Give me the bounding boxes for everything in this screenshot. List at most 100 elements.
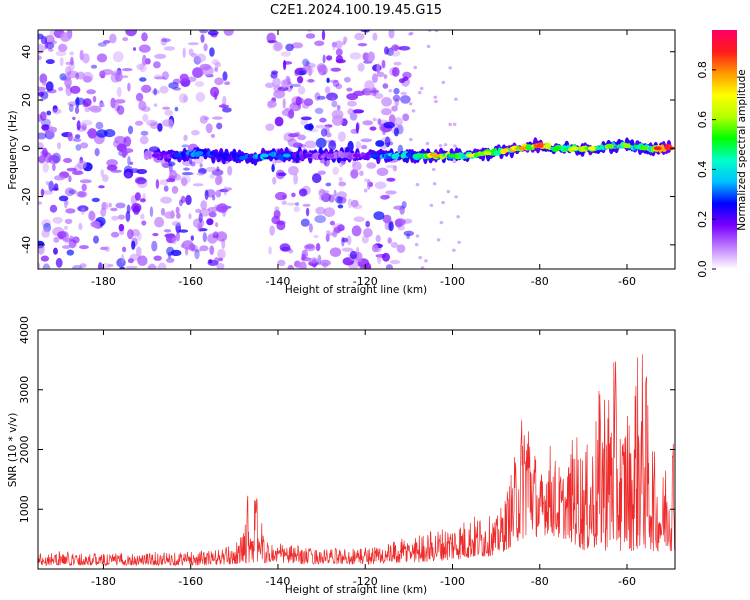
spectrogram-noise-blob — [214, 77, 224, 86]
spectrogram-noise-blob — [293, 173, 298, 185]
spectrogram-noise-blob — [372, 73, 378, 83]
spectrogram-noise-blob — [296, 262, 302, 269]
spectrogram-noise-blob — [354, 32, 365, 41]
spectrogram-noise-blob — [65, 208, 76, 214]
snr-x-label: Height of straight line (km) — [285, 584, 427, 596]
y-tick-label: 20 — [20, 93, 33, 107]
spectrogram-noise-blob — [331, 100, 338, 108]
spectrogram-noise-blob — [391, 105, 398, 112]
spectrogram-noise-blob — [79, 263, 87, 268]
snr-background — [38, 330, 675, 569]
spectrogram-noise-blob — [329, 247, 342, 257]
spectrogram-noise-blob — [319, 259, 331, 267]
spectrogram-noise-blob — [394, 98, 400, 107]
signal-point — [448, 153, 457, 158]
spectrogram-noise-blob — [424, 259, 428, 263]
spectrogram-noise-blob — [55, 257, 63, 268]
spectrogram-noise-blob — [183, 167, 190, 171]
spectrogram-noise-blob — [68, 175, 72, 183]
colorbar-gradient — [712, 30, 737, 269]
colorbar-tick-label: 0.8 — [696, 61, 709, 79]
spectrogram-noise-blob — [284, 107, 291, 112]
spectrogram-noise-blob — [139, 77, 147, 82]
spectrogram-noise-blob — [42, 81, 47, 86]
spectrogram-noise-blob — [142, 54, 147, 66]
spectrogram-noise-blob — [382, 83, 389, 89]
spectrogram-noise-blob — [38, 155, 46, 164]
spectrogram-noise-blob — [436, 238, 441, 242]
spectrogram-noise-blob — [216, 231, 228, 242]
spectrogram-noise-blob — [194, 81, 205, 87]
spectrogram-noise-blob — [129, 161, 134, 165]
spectrogram-noise-blob — [393, 205, 405, 210]
spectrogram-noise-blob — [76, 120, 81, 131]
spectrogram-noise-blob — [215, 189, 222, 198]
signal-point — [535, 143, 544, 148]
spectrogram-noise-blob — [402, 71, 412, 79]
spectrogram-noise-blob — [363, 188, 368, 193]
spectrogram-noise-blob — [386, 177, 396, 182]
spectrogram-noise-blob — [281, 200, 287, 205]
spectrogram-noise-blob — [81, 123, 87, 131]
spectrogram-noise-blob — [323, 207, 336, 218]
spectrogram-noise-blob — [125, 30, 137, 37]
spectrogram-noise-blob — [205, 123, 213, 134]
spectrogram-noise-blob — [273, 42, 283, 51]
spectrogram-noise-blob — [335, 83, 343, 90]
spectrogram-noise-blob — [402, 113, 410, 122]
spectrogram-noise-blob — [161, 38, 171, 43]
spectrogram-noise-blob — [196, 172, 204, 176]
spectrogram-noise-blob — [44, 34, 55, 45]
spectrogram-noise-blob — [178, 93, 188, 104]
spectrogram-noise-blob — [38, 142, 44, 151]
spectrogram-noise-blob — [300, 119, 309, 126]
spectrogram-noise-blob — [117, 214, 125, 220]
spectrogram-noise-blob — [365, 220, 371, 228]
spectrogram-noise-blob — [153, 61, 161, 69]
spectrogram-noise-blob — [57, 43, 68, 53]
spectrogram-noise-blob — [315, 243, 321, 252]
spectrogram-noise-blob — [438, 144, 443, 148]
spectrogram-noise-blob — [178, 229, 189, 233]
spectrogram-noise-blob — [126, 204, 131, 214]
spectrogram-noise-blob — [75, 96, 80, 108]
spectrogram-noise-blob — [366, 162, 377, 169]
spectrogram-noise-blob — [75, 144, 82, 151]
spectrogram-noise-blob — [390, 242, 399, 248]
spectrogram-noise-blob — [132, 47, 137, 51]
spectrogram-noise-blob — [347, 100, 357, 107]
spectrogram-noise-blob — [157, 123, 163, 132]
spectrogram-noise-blob — [49, 126, 57, 133]
spectrogram-noise-blob — [42, 147, 48, 158]
spectrogram-signal-layer — [151, 137, 675, 166]
spectrogram-noise-blob — [415, 234, 420, 238]
signal-point — [431, 153, 439, 158]
spectrogram-x-ticks: -180 -160 -140 -120 -100 -80 -60 — [91, 30, 636, 288]
spectrogram-noise-blob — [357, 62, 365, 72]
spectrogram-noise-blob — [46, 110, 52, 116]
spectrogram-noise-blob — [162, 119, 174, 127]
spectrogram-noise-blob — [101, 201, 106, 211]
spectrogram-noise-blob — [163, 229, 172, 233]
spectrogram-noise-blob — [181, 172, 194, 176]
spectrogram-noise-blob — [188, 157, 193, 165]
spectrogram-noise-blob — [385, 190, 397, 195]
chart-title: C2E1.2024.100.19.45.G15 — [270, 3, 442, 18]
spectrogram-noise-blob — [294, 69, 300, 77]
spectrogram-noise-blob — [46, 88, 57, 94]
spectrogram-noise-blob — [176, 212, 181, 219]
spectrogram-noise-blob — [148, 263, 156, 269]
spectrogram-noise-blob — [199, 163, 203, 168]
spectrogram-noise-blob — [371, 244, 379, 253]
spectrogram-noise-blob — [137, 255, 148, 266]
spectrogram-noise-blob — [316, 95, 326, 100]
spectrogram-noise-blob — [110, 72, 120, 83]
x-tick-label: -140 — [265, 275, 290, 288]
spectrogram-noise-blob — [199, 30, 208, 34]
spectrogram-noise-blob — [336, 104, 341, 111]
spectrogram-noise-blob — [208, 211, 217, 218]
spectrogram-noise-blob — [397, 225, 405, 231]
spectrogram-noise-blob — [332, 114, 344, 126]
spectrogram-noise-blob — [307, 78, 315, 83]
signal-point — [605, 143, 614, 148]
